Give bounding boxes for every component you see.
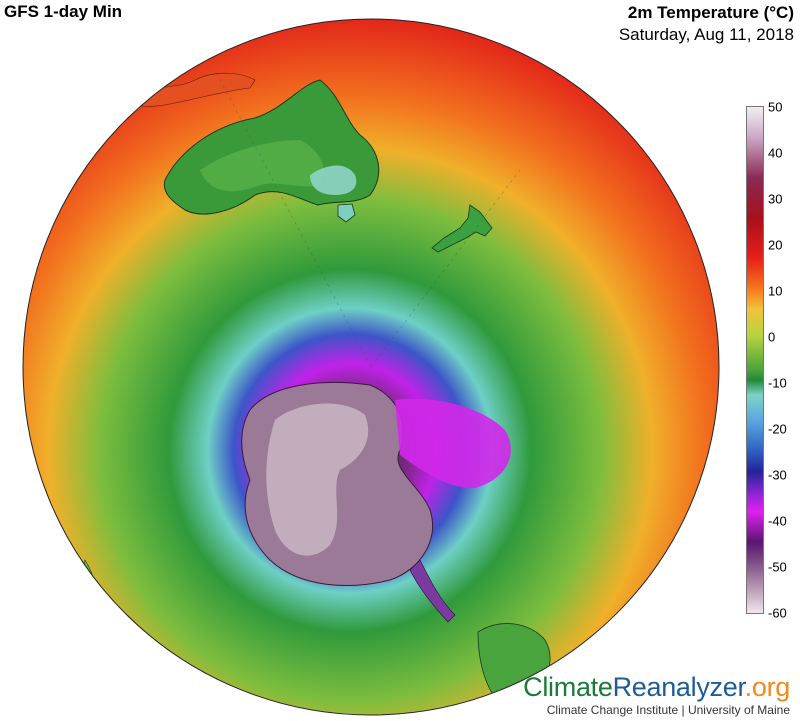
tasmania-landmass xyxy=(337,203,356,223)
colorbar-tick-label: -20 xyxy=(768,421,787,437)
date-label: Saturday, Aug 11, 2018 xyxy=(618,25,794,44)
colorbar-tick-label: 40 xyxy=(768,145,783,161)
colorbar-tick-label: 20 xyxy=(768,237,783,253)
brand-logo-part2: Reanalyzer xyxy=(612,672,745,702)
brand-logo: ClimateReanalyzer.org xyxy=(523,673,790,701)
colorbar-tick-label: 0 xyxy=(768,329,776,345)
brand-subtitle: Climate Change Institute | University of… xyxy=(546,703,790,717)
antarctic-peninsula xyxy=(409,559,456,623)
colorbar-tick-label: -50 xyxy=(768,559,787,575)
temperature-colorbar xyxy=(746,106,764,614)
colorbar-tick-label: -10 xyxy=(768,375,787,391)
brand-logo-part1: Climate xyxy=(523,672,613,702)
title-block: 2m Temperature (°C) Saturday, Aug 11, 20… xyxy=(619,2,794,46)
graticule-line xyxy=(214,69,521,368)
variable-title: 2m Temperature (°C) xyxy=(627,3,794,22)
globe-outline xyxy=(22,18,720,716)
colorbar-tick-label: 50 xyxy=(768,99,783,115)
new-zealand-landmass xyxy=(431,204,493,253)
colorbar-tick-label: 30 xyxy=(768,191,783,207)
antarctica-east-plateau xyxy=(266,403,369,556)
cold-air-lobe xyxy=(395,398,511,489)
brand-logo-part3: .org xyxy=(744,672,791,702)
australia-interior xyxy=(200,140,324,192)
northern-islands xyxy=(119,72,256,107)
australia-southeast xyxy=(310,165,357,195)
colorbar-tick-label: -30 xyxy=(768,467,787,483)
colorbar-tick-label: 10 xyxy=(768,283,783,299)
colorbar-ticks: 50 40 30 20 10 0 -10 -20 -30 -40 -50 -60 xyxy=(766,100,800,621)
model-title: GFS 1-day Min xyxy=(4,2,123,21)
colorbar-tick-label: -60 xyxy=(768,605,787,621)
colorbar-tick-label: -40 xyxy=(768,513,787,529)
brand-block: ClimateReanalyzer.org Climate Change Ins… xyxy=(523,673,790,717)
